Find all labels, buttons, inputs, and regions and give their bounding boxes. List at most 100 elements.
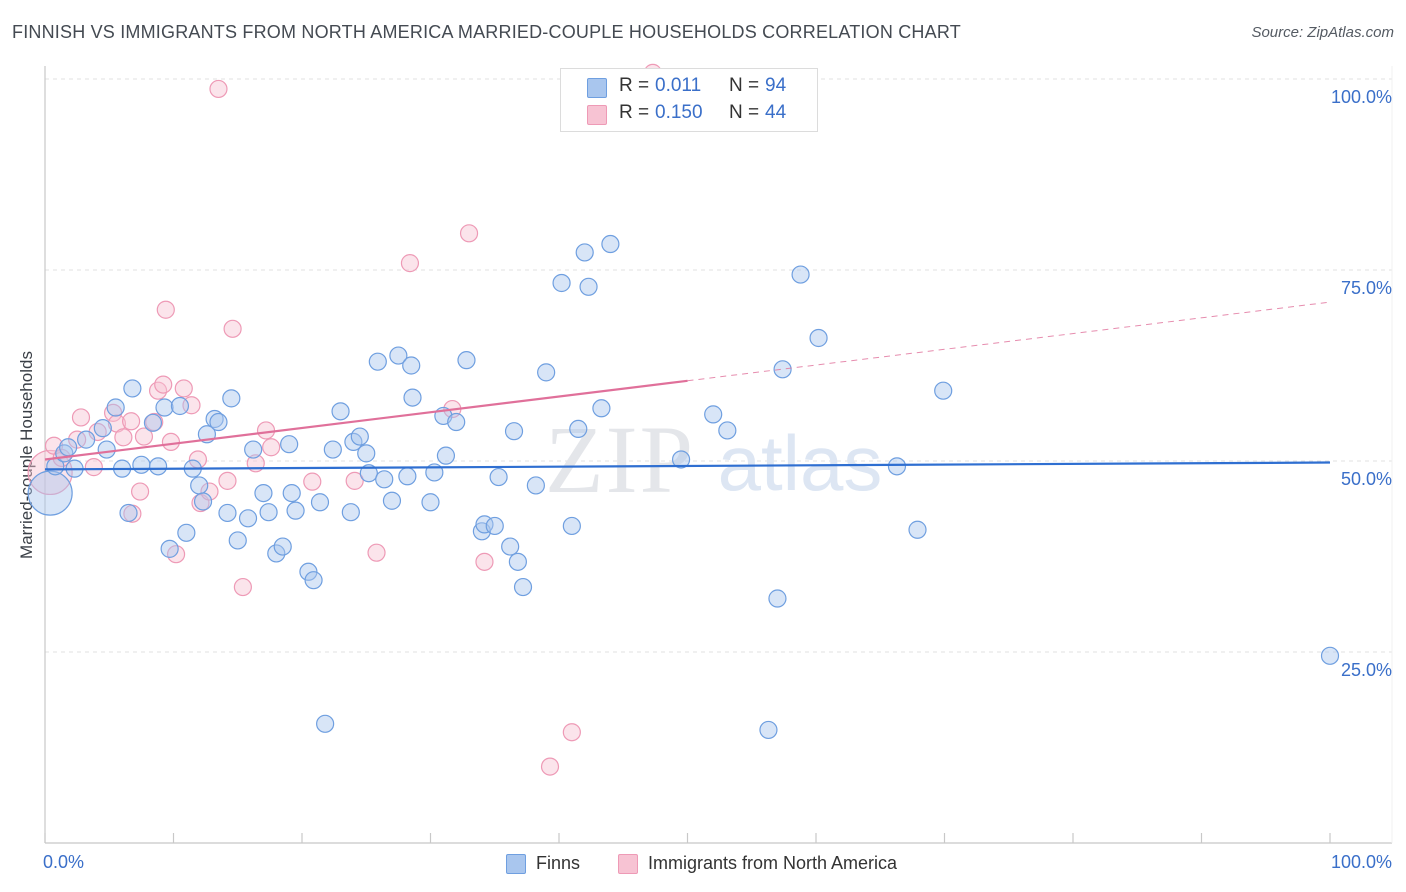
y-tick-50: 50.0% [1341,469,1392,490]
immigrants-point [175,380,192,397]
finns-point [283,485,300,502]
correlation-legend: R = 0.011 N = 94 R = 0.150 N = 44 [560,68,818,132]
finns-point [506,423,523,440]
immigrants-point [155,376,172,393]
immigrants-point [304,473,321,490]
y-tick-25: 25.0% [1341,660,1392,681]
finns-point [576,244,593,261]
immigrants-point [72,409,89,426]
immigrants-point [115,429,132,446]
finns-swatch [506,854,526,874]
finns-point [376,471,393,488]
immigrants-point [224,320,241,337]
finns-point [705,406,722,423]
finns-point [94,420,111,437]
finns-point [403,357,420,374]
immigrants-swatch [587,105,607,125]
finns-point [602,236,619,253]
x-tick-0: 0.0% [43,852,84,873]
finns-point [888,458,905,475]
immigrants-point [476,553,493,570]
legend-r-label: R = [619,75,649,97]
finns-point [935,382,952,399]
legend-r-value-finns: 0.011 [655,75,701,97]
immigrants-point [263,439,280,456]
finns-point [28,471,72,515]
finns-point [156,399,173,416]
x-tick-100: 100.0% [1331,852,1392,873]
immigrants-point [258,422,275,439]
immigrants-point [157,301,174,318]
finns-point [769,590,786,607]
immigrants-point [219,472,236,489]
finns-point [161,540,178,557]
legend-n-label: N = [729,102,759,124]
finns-point [305,572,322,589]
finns-point [60,439,77,456]
finns-point [774,361,791,378]
immigrants-point [85,459,102,476]
immigrants-point [563,724,580,741]
finns-point [486,517,503,534]
finns-point [719,422,736,439]
finns-point [98,441,115,458]
finns-point [527,477,544,494]
finns-point [124,380,141,397]
finns-point [437,447,454,464]
finns-point [287,502,304,519]
legend-label-immigrants: Immigrants from North America [648,853,897,874]
finns-point [133,456,150,473]
finns-point [240,510,257,527]
finns-point [810,329,827,346]
legend-n-label: N = [729,75,759,97]
finns-point [317,715,334,732]
gridlines [45,79,1392,652]
immigrants-point [123,413,140,430]
finns-point [553,274,570,291]
finns-point [448,414,465,431]
finns-point [404,389,421,406]
legend-r-label: R = [619,102,649,124]
finns-point [515,579,532,596]
finns-point [324,441,341,458]
finns-point [178,524,195,541]
finns-point [78,431,95,448]
finns-point [281,436,298,453]
scatter-plot: ZIP atlas [0,0,1406,892]
finns-point [311,494,328,511]
y-tick-75: 75.0% [1341,278,1392,299]
immigrants-swatch [618,854,638,874]
watermark-atlas: atlas [718,419,883,507]
immigrants-point [162,433,179,450]
finns-point [260,504,277,521]
finns-point [219,504,236,521]
finns-point [150,458,167,475]
immigrants-point [132,483,149,500]
finns-point [369,353,386,370]
finns-point [332,403,349,420]
immigrants-point [461,225,478,242]
finns-point [570,420,587,437]
immigrants-point [210,80,227,97]
finns-point [255,485,272,502]
finns-point [1322,647,1339,664]
legend-n-value-immigrants: 44 [765,102,786,124]
finns-point [144,414,161,431]
finns-point [490,469,507,486]
finns-point [580,278,597,295]
finns-point [229,532,246,549]
finns-point [245,441,262,458]
legend-n-value-finns: 94 [765,75,786,97]
immigrants-point [542,758,559,775]
finns-point [358,445,375,462]
finns-point [120,504,137,521]
finns-point [509,553,526,570]
finns-point [502,538,519,555]
finns-point [195,493,212,510]
finns-point [792,266,809,283]
finns-point [458,352,475,369]
finns-point [399,468,416,485]
finns-point [563,517,580,534]
immigrants-point [401,255,418,272]
finns-point [342,504,359,521]
